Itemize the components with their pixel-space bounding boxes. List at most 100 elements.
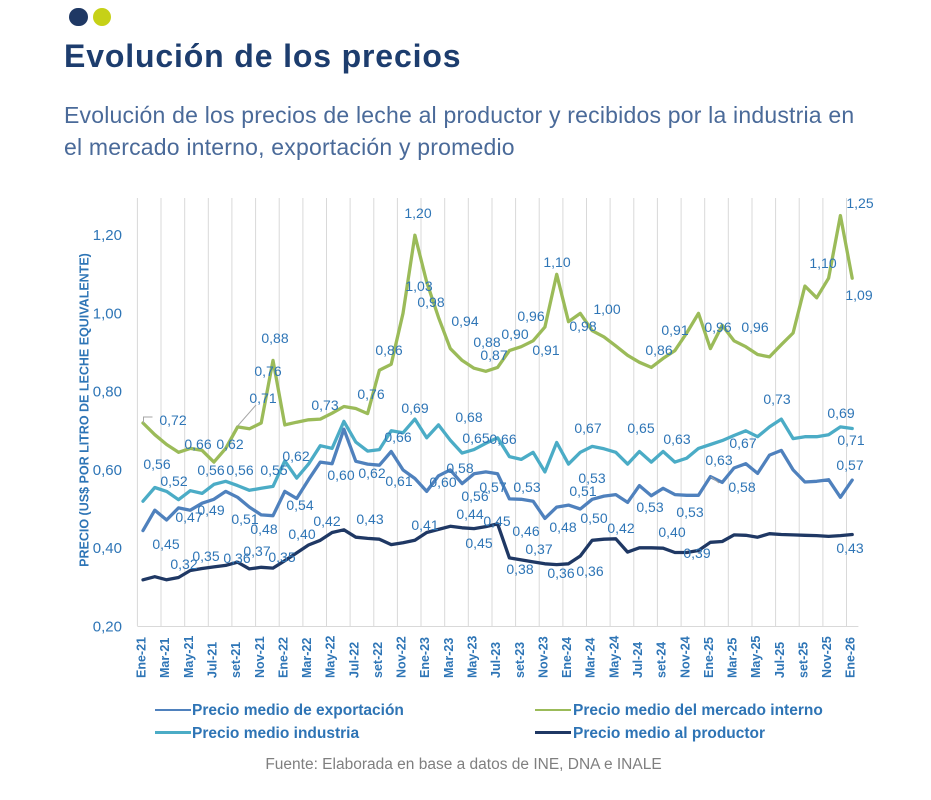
svg-text:0,50: 0,50 (580, 510, 607, 526)
svg-text:0,53: 0,53 (513, 479, 540, 495)
svg-text:0,45: 0,45 (483, 513, 510, 529)
svg-text:Mar-25: Mar-25 (726, 638, 740, 678)
svg-text:0,69: 0,69 (827, 405, 854, 421)
svg-text:0,67: 0,67 (729, 435, 756, 451)
svg-text:0,68: 0,68 (455, 409, 482, 425)
svg-text:0,36: 0,36 (547, 565, 574, 581)
svg-text:Jul-25: Jul-25 (773, 642, 787, 678)
svg-text:0,96: 0,96 (704, 319, 731, 335)
svg-text:Nov-25: Nov-25 (820, 636, 834, 678)
svg-text:Ene-23: Ene-23 (418, 637, 432, 678)
svg-text:0,20: 0,20 (93, 618, 122, 635)
svg-text:Nov-24: Nov-24 (678, 636, 692, 678)
svg-text:Ene-24: Ene-24 (560, 637, 574, 678)
svg-text:0,66: 0,66 (384, 429, 411, 445)
svg-text:Ene-21: Ene-21 (135, 637, 149, 678)
svg-text:May-24: May-24 (607, 636, 621, 678)
svg-text:1,00: 1,00 (93, 305, 122, 322)
svg-text:0,58: 0,58 (446, 460, 473, 476)
svg-text:0,47: 0,47 (175, 509, 202, 525)
svg-text:0,62: 0,62 (358, 465, 385, 481)
svg-text:0,42: 0,42 (313, 513, 340, 529)
svg-text:0,37: 0,37 (243, 543, 270, 559)
svg-text:0,98: 0,98 (417, 294, 444, 310)
svg-text:0,51: 0,51 (231, 511, 258, 527)
svg-text:0,36: 0,36 (576, 563, 603, 579)
svg-text:0,45: 0,45 (465, 535, 492, 551)
svg-text:0,42: 0,42 (607, 520, 634, 536)
svg-text:0,72: 0,72 (159, 412, 186, 428)
svg-text:set-25: set-25 (796, 642, 810, 678)
svg-text:0,32: 0,32 (170, 556, 197, 572)
svg-text:0,65: 0,65 (462, 430, 489, 446)
svg-text:0,53: 0,53 (636, 499, 663, 515)
svg-text:0,43: 0,43 (836, 540, 863, 556)
svg-text:0,71: 0,71 (837, 432, 864, 448)
svg-text:Jul-24: Jul-24 (631, 642, 645, 678)
svg-text:0,88: 0,88 (261, 330, 288, 346)
svg-text:1,10: 1,10 (543, 254, 570, 270)
svg-text:0,62: 0,62 (282, 448, 309, 464)
svg-text:0,54: 0,54 (286, 497, 313, 513)
svg-text:1,10: 1,10 (809, 255, 836, 271)
svg-text:0,73: 0,73 (311, 397, 338, 413)
svg-text:1,00: 1,00 (593, 301, 620, 317)
svg-text:0,45: 0,45 (152, 536, 179, 552)
svg-text:set-21: set-21 (229, 642, 243, 678)
svg-text:0,86: 0,86 (645, 342, 672, 358)
svg-text:0,96: 0,96 (741, 319, 768, 335)
svg-text:0,66: 0,66 (489, 431, 516, 447)
svg-text:May-22: May-22 (324, 636, 338, 678)
svg-text:0,44: 0,44 (456, 506, 483, 522)
svg-text:May-23: May-23 (466, 636, 480, 678)
svg-text:1,25: 1,25 (846, 195, 873, 211)
svg-text:0,86: 0,86 (375, 342, 402, 358)
svg-text:1,20: 1,20 (93, 227, 122, 244)
svg-text:0,76: 0,76 (254, 363, 281, 379)
svg-text:0,76: 0,76 (357, 386, 384, 402)
svg-text:0,48: 0,48 (549, 519, 576, 535)
svg-text:0,67: 0,67 (574, 420, 601, 436)
svg-text:0,52: 0,52 (160, 473, 187, 489)
svg-text:0,98: 0,98 (569, 318, 596, 334)
svg-text:0,56: 0,56 (226, 462, 253, 478)
svg-text:0,60: 0,60 (327, 467, 354, 483)
svg-text:Mar-23: Mar-23 (442, 638, 456, 678)
svg-text:1,09: 1,09 (845, 287, 872, 303)
svg-text:0,63: 0,63 (663, 431, 690, 447)
svg-text:0,40: 0,40 (658, 524, 685, 540)
svg-text:Nov-23: Nov-23 (536, 636, 550, 678)
svg-text:Mar-22: Mar-22 (300, 638, 314, 678)
svg-text:0,38: 0,38 (506, 561, 533, 577)
svg-text:Nov-21: Nov-21 (253, 636, 267, 678)
svg-text:Mar-24: Mar-24 (584, 638, 598, 678)
svg-text:May-25: May-25 (749, 636, 763, 678)
svg-text:0,56: 0,56 (461, 488, 488, 504)
svg-text:0,69: 0,69 (401, 400, 428, 416)
svg-text:0,43: 0,43 (356, 511, 383, 527)
svg-text:set-23: set-23 (513, 642, 527, 678)
svg-text:0,46: 0,46 (512, 523, 539, 539)
svg-text:1,03: 1,03 (405, 278, 432, 294)
svg-text:PRECIO (US$ POR LITRO DE LECHE: PRECIO (US$ POR LITRO DE LECHE EQUIVALEN… (78, 253, 92, 567)
svg-text:0,90: 0,90 (501, 326, 528, 342)
svg-text:0,48: 0,48 (250, 521, 277, 537)
svg-text:0,53: 0,53 (676, 504, 703, 520)
svg-text:0,40: 0,40 (288, 526, 315, 542)
svg-text:0,66: 0,66 (184, 436, 211, 452)
svg-text:Jul-23: Jul-23 (489, 642, 503, 678)
svg-text:0,41: 0,41 (411, 517, 438, 533)
svg-text:Ene-25: Ene-25 (702, 637, 716, 678)
svg-text:0,63: 0,63 (705, 452, 732, 468)
svg-text:Jul-22: Jul-22 (347, 642, 361, 678)
svg-text:Ene-26: Ene-26 (844, 637, 858, 678)
svg-text:0,91: 0,91 (532, 342, 559, 358)
svg-text:1,20: 1,20 (404, 205, 431, 221)
svg-text:0,71: 0,71 (249, 390, 276, 406)
svg-text:0,94: 0,94 (451, 313, 478, 329)
svg-text:Mar-21: Mar-21 (158, 638, 172, 678)
svg-text:0,62: 0,62 (216, 436, 243, 452)
svg-text:0,35: 0,35 (192, 548, 219, 564)
svg-text:0,57: 0,57 (836, 457, 863, 473)
svg-text:0,60: 0,60 (93, 462, 122, 479)
